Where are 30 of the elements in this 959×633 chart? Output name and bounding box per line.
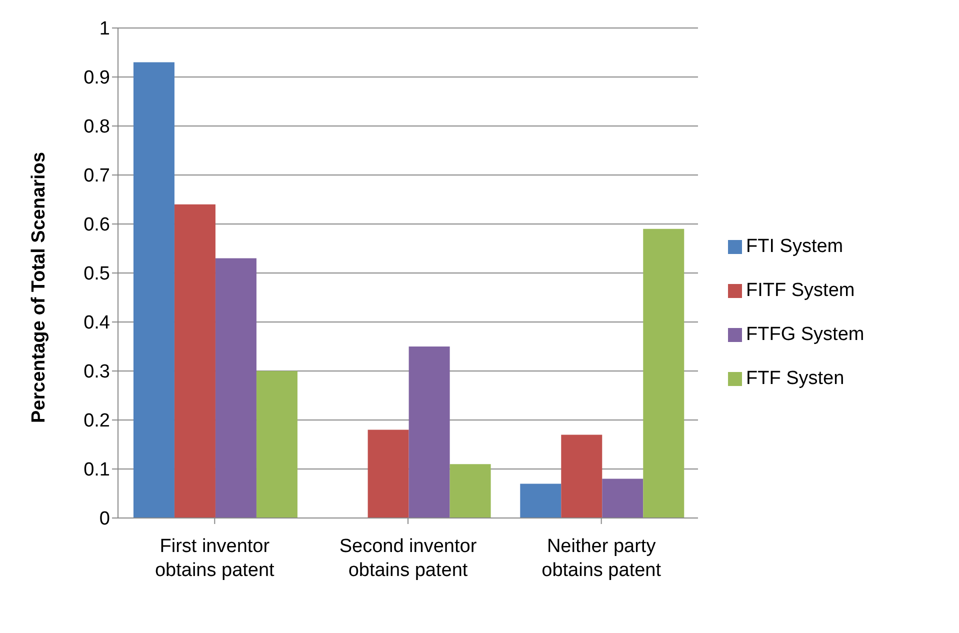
y-tick-label: 0.7	[84, 166, 110, 187]
y-tick-label: 0.8	[84, 116, 110, 138]
bar	[602, 478, 644, 518]
bar	[215, 258, 256, 518]
y-axis-title: Percentage of Total Scenarios	[28, 152, 50, 423]
x-tick-label: Neither party obtains patent	[542, 536, 662, 581]
bar	[368, 430, 409, 518]
bar	[256, 371, 298, 518]
y-tick-label: 1	[99, 18, 110, 40]
x-tick-label: First inventor obtains patent	[154, 536, 276, 581]
y-tick-label: 0.5	[84, 264, 110, 285]
bar	[520, 484, 562, 518]
y-tick-label: 0.2	[84, 410, 110, 432]
y-tick-label: 0.3	[84, 362, 110, 383]
y-tick-label: 0.9	[84, 68, 110, 89]
bar	[133, 62, 174, 518]
bar	[174, 204, 216, 518]
legend-label: FTFG System	[746, 324, 864, 345]
bar	[643, 228, 684, 518]
legend-label: FTI System	[746, 236, 844, 257]
y-tick-label: 0.4	[84, 312, 110, 334]
legend-label: FTF Systen	[746, 368, 844, 389]
bar	[561, 434, 602, 518]
legend-label: FITF System	[746, 280, 855, 301]
bar	[408, 346, 450, 518]
bar	[450, 464, 491, 518]
y-tick-label: 0	[99, 508, 110, 530]
y-tick-label: 0.6	[84, 214, 110, 236]
y-tick-label: 0.1	[84, 460, 110, 481]
x-tick-label: Second inventor obtains patent	[339, 536, 478, 581]
